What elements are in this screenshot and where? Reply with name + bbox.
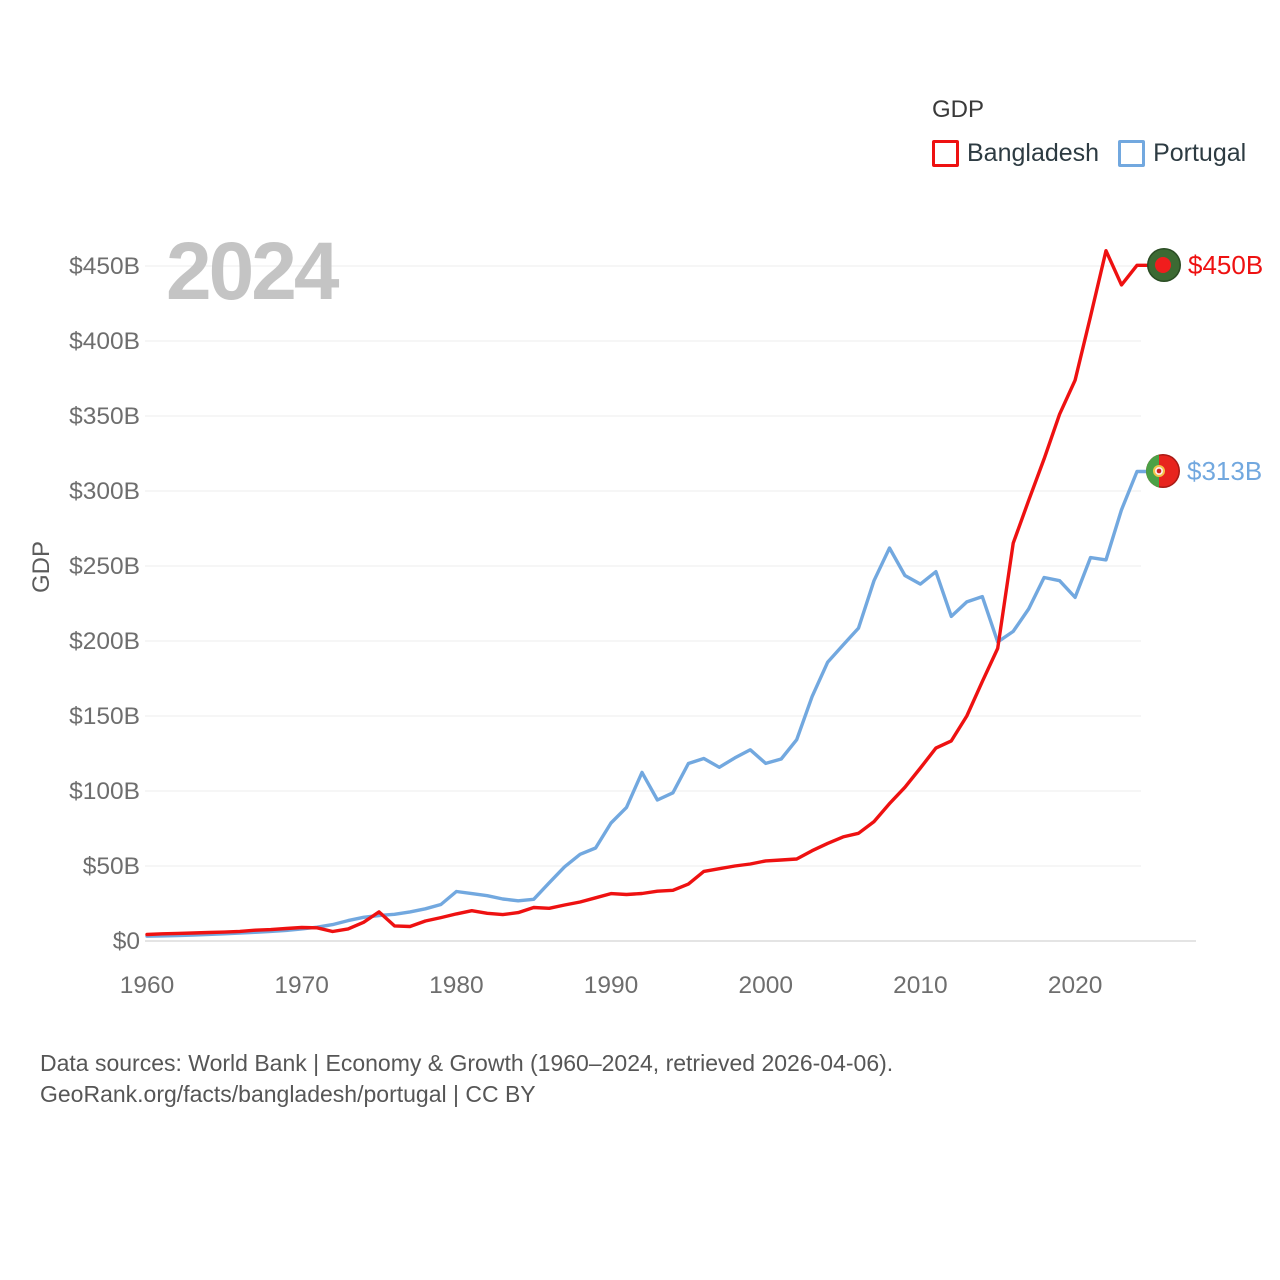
y-tick-label: $200B — [69, 628, 140, 655]
portugal-end-label: $313B — [1146, 454, 1262, 488]
series-line-bangladesh[interactable] — [145, 249, 1150, 937]
x-tick-label: 2000 — [738, 972, 793, 999]
portugal-color-swatch — [1118, 140, 1146, 167]
chart-plot-area: 2024 $0 $50B $100B $150B $200B $250B $300B $350B… — [28, 226, 1196, 999]
y-tick-label: $50B — [83, 853, 140, 880]
y-tick-label: $350B — [69, 403, 140, 430]
legend-item-portugal[interactable]: Portugal — [1118, 139, 1246, 168]
y-tick-label: $0 — [113, 928, 140, 955]
bangladesh-end-label: $450B — [1147, 248, 1263, 282]
y-tick-label: $150B — [69, 703, 140, 730]
x-tick-label: 2020 — [1048, 972, 1103, 999]
x-tick-label: 1980 — [429, 972, 484, 999]
portugal-end-value: $313B — [1187, 455, 1263, 486]
footer-attribution: GeoRank.org/facts/bangladesh/portugal | … — [40, 1081, 536, 1107]
x-tick-label: 1960 — [120, 972, 175, 999]
y-tick-label: $300B — [69, 478, 140, 505]
bangladesh-flag-icon — [1147, 248, 1181, 282]
legend-item-bangladesh[interactable]: Bangladesh — [932, 139, 1099, 168]
portugal-flag-icon — [1146, 454, 1180, 488]
watermark-year: 2024 — [166, 226, 340, 317]
y-tick-label: $450B — [69, 253, 140, 280]
legend-title: GDP — [932, 96, 985, 123]
legend-label-portugal: Portugal — [1153, 139, 1247, 167]
x-tick-label: 2010 — [893, 972, 948, 999]
footer-data-sources: Data sources: World Bank | Economy & Gro… — [40, 1050, 894, 1076]
x-tick-label: 1990 — [584, 972, 639, 999]
footer: Data sources: World Bank | Economy & Gro… — [40, 1048, 893, 1110]
legend: GDP Bangladesh Portugal — [932, 96, 1246, 168]
legend-label-bangladesh: Bangladesh — [967, 139, 1100, 167]
y-tick-label: $250B — [69, 553, 140, 580]
legend-items: Bangladesh Portugal — [932, 139, 1246, 168]
y-tick-label: $400B — [69, 328, 140, 355]
x-tick-label: 1970 — [274, 972, 329, 999]
y-axis-title: GDP — [28, 541, 55, 593]
bangladesh-end-value: $450B — [1188, 249, 1264, 280]
y-tick-label: $100B — [69, 778, 140, 805]
bangladesh-color-swatch — [932, 140, 959, 167]
